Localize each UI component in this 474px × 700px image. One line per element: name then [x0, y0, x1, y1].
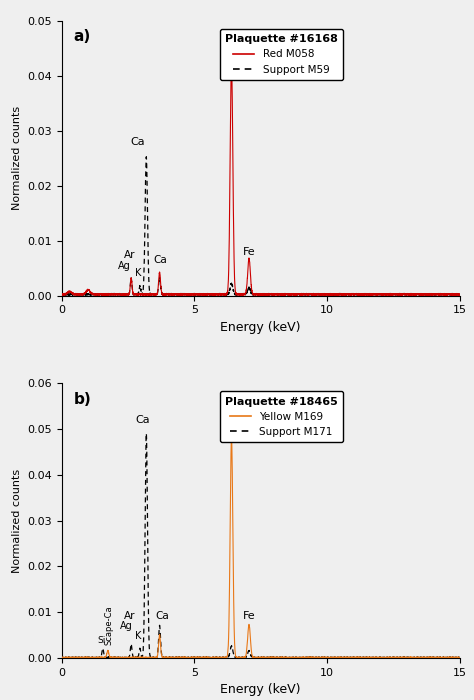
Text: Fe: Fe [243, 247, 256, 257]
Legend: Yellow M169, Support M171: Yellow M169, Support M171 [220, 391, 343, 442]
Y-axis label: Normalized counts: Normalized counts [11, 469, 22, 573]
Text: a): a) [73, 29, 91, 44]
Text: Ca: Ca [155, 611, 169, 622]
X-axis label: Energy (keV): Energy (keV) [220, 321, 301, 334]
X-axis label: Energy (keV): Energy (keV) [220, 683, 301, 696]
Text: K: K [136, 631, 142, 640]
Legend: Red M058, Support M59: Red M058, Support M59 [220, 29, 343, 80]
Text: Ar: Ar [124, 250, 135, 260]
Text: Si: Si [97, 636, 106, 645]
Text: K: K [135, 268, 141, 278]
Text: Ca: Ca [154, 256, 167, 265]
Text: Fe: Fe [224, 49, 238, 62]
Text: Ca: Ca [130, 137, 145, 147]
Text: Fe: Fe [224, 421, 238, 434]
Text: b): b) [73, 392, 91, 407]
Y-axis label: Normalized counts: Normalized counts [11, 106, 22, 210]
Text: Ca: Ca [135, 414, 150, 425]
Text: Fe: Fe [243, 611, 256, 622]
Text: Ag: Ag [118, 261, 131, 271]
Text: Ag: Ag [119, 622, 132, 631]
Text: Ar: Ar [124, 611, 136, 622]
Text: Scape-Ca: Scape-Ca [105, 606, 114, 645]
